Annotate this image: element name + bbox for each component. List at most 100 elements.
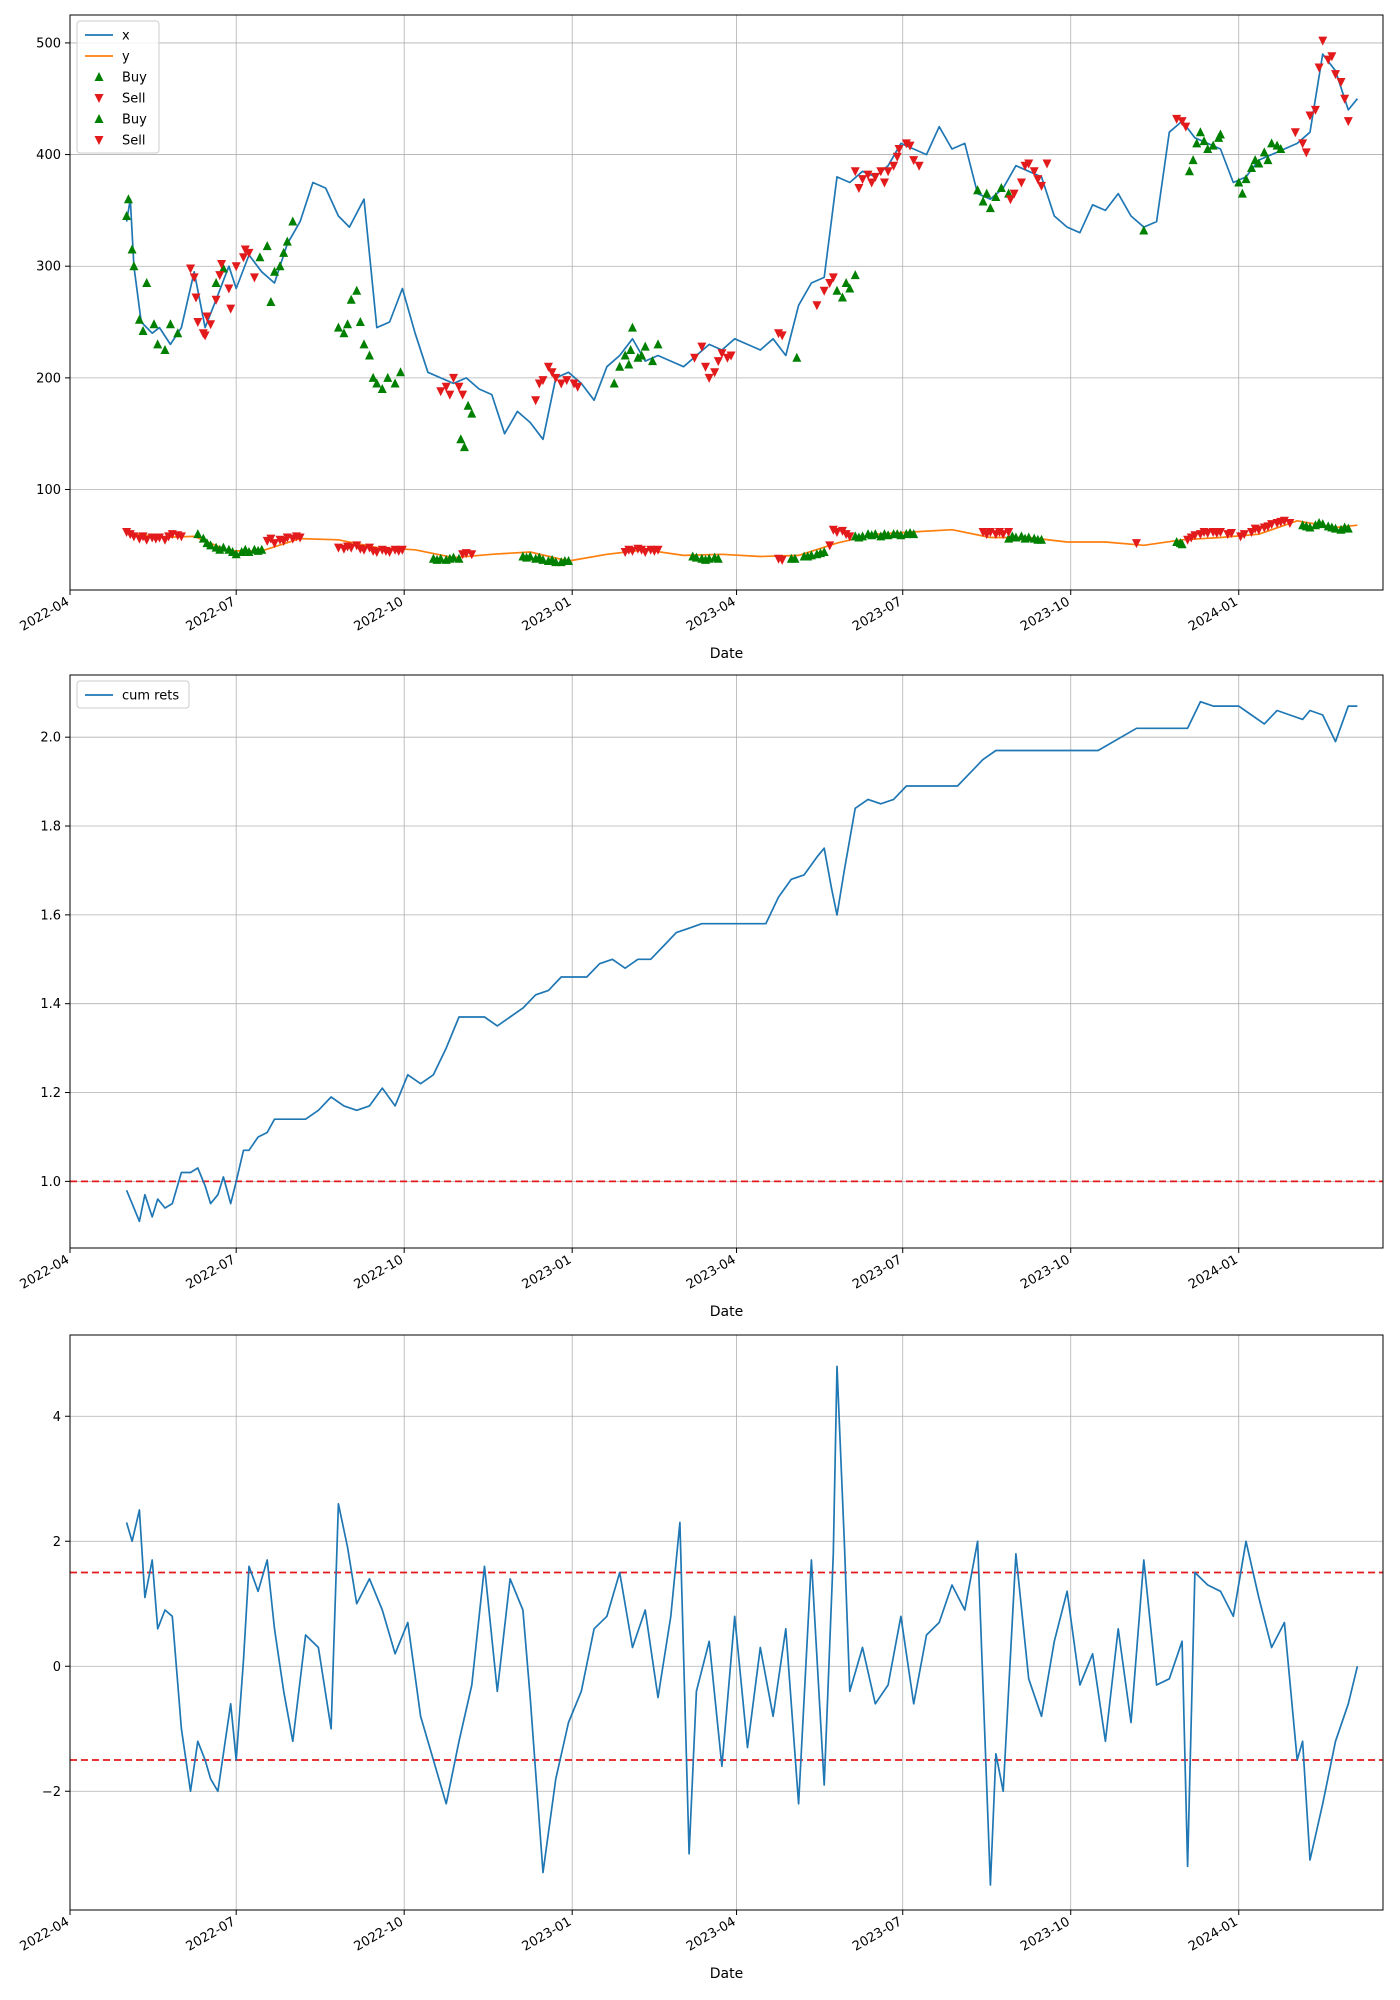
sell-marker xyxy=(1340,94,1350,104)
buy-marker xyxy=(637,350,647,360)
x-tick-label: 2022-04 xyxy=(17,1252,72,1292)
sell-marker xyxy=(653,545,663,555)
buy-marker xyxy=(218,542,228,552)
sell-marker xyxy=(186,264,196,274)
sell-marker xyxy=(531,396,541,406)
sell-marker xyxy=(1343,117,1353,127)
sell-marker xyxy=(1190,531,1200,541)
buy-marker xyxy=(1343,523,1353,533)
buy-marker xyxy=(211,277,221,287)
sell-marker xyxy=(1024,159,1034,169)
legend-label: Sell xyxy=(122,92,145,107)
buy-marker xyxy=(359,339,369,349)
sell-marker xyxy=(726,351,736,361)
y-tick-label: 1.4 xyxy=(40,997,61,1012)
buy-marker xyxy=(991,191,1001,201)
legend-label: Buy xyxy=(122,71,147,86)
buy-marker xyxy=(436,553,446,563)
sell-marker xyxy=(244,248,254,258)
y-tick-label: 400 xyxy=(36,148,61,163)
buy-marker xyxy=(832,285,842,295)
sell-marker xyxy=(551,373,561,383)
sell-marker xyxy=(191,293,201,303)
sell-marker xyxy=(454,382,464,392)
x-tick-label: 2022-10 xyxy=(352,594,407,634)
sell-marker xyxy=(211,295,221,305)
sell-marker xyxy=(717,349,727,359)
buy-marker xyxy=(467,408,477,418)
buy-marker xyxy=(790,553,800,563)
buy-marker xyxy=(841,277,851,287)
legend-box xyxy=(76,20,160,154)
buy-marker xyxy=(1188,155,1198,165)
y-tick-label: 4 xyxy=(53,1410,61,1425)
sell-marker xyxy=(892,152,902,162)
sell-marker xyxy=(295,533,305,543)
buy-marker xyxy=(149,319,159,329)
sell-marker xyxy=(713,357,723,367)
buy-marker xyxy=(266,296,276,306)
buy-marker xyxy=(564,555,574,565)
sell-marker xyxy=(1285,519,1295,529)
sell-marker xyxy=(249,273,259,283)
sell-marker xyxy=(1314,63,1324,73)
x-tick-label: 2022-04 xyxy=(17,1914,72,1954)
x-tick-label: 2023-07 xyxy=(850,594,905,634)
plot-area xyxy=(122,36,1359,567)
sell-marker xyxy=(1336,77,1346,87)
sell-marker xyxy=(359,545,369,555)
y-tick-label: 0 xyxy=(53,1660,61,1675)
buy-marker xyxy=(127,244,137,254)
chart-panel-2: 1.0 1.2 1.4 1.6 1.8 2.0 2022-04 2022-07 2022-10 2… xyxy=(17,674,1384,1320)
sell-marker xyxy=(1037,181,1047,191)
legend-label: cum rets xyxy=(122,689,179,704)
series-line-cum rets xyxy=(125,700,1358,1223)
x-tick-label: 2023-07 xyxy=(850,1914,905,1954)
y-tick-label: 1.6 xyxy=(40,908,61,923)
sell-marker xyxy=(1033,175,1043,185)
legend-swatch-buy xyxy=(94,72,104,81)
buy-marker xyxy=(1192,138,1202,148)
sell-marker xyxy=(1215,527,1225,537)
buy-marker xyxy=(377,384,387,394)
sell-marker xyxy=(889,161,899,171)
sell-marker xyxy=(1131,539,1141,549)
y-tick-label: 300 xyxy=(36,260,61,275)
sell-marker xyxy=(690,353,700,363)
legend: xy Buy Sell Buy Sell xyxy=(76,20,160,154)
x-tick-label: 2024-01 xyxy=(1186,1252,1241,1292)
sell-marker xyxy=(458,390,468,400)
buy-marker xyxy=(339,328,349,338)
sell-marker xyxy=(372,548,382,558)
y-tick-label: 1.2 xyxy=(40,1086,61,1101)
x-tick-label: 2023-04 xyxy=(684,1914,739,1954)
y-tick-label: 2.0 xyxy=(40,731,61,746)
buy-marker xyxy=(368,372,378,382)
sell-marker xyxy=(1009,189,1019,199)
legend-label: Sell xyxy=(122,134,145,149)
sell-marker xyxy=(867,178,877,188)
sell-marker xyxy=(202,312,212,322)
buy-marker xyxy=(262,241,272,251)
buy-marker xyxy=(624,359,634,369)
x-axis-label: Date xyxy=(710,1304,743,1320)
buy-marker xyxy=(396,367,406,377)
sell-marker xyxy=(1226,529,1236,539)
buy-marker xyxy=(1037,534,1047,544)
buy-marker xyxy=(996,183,1006,193)
buy-marker xyxy=(982,188,992,198)
sell-marker xyxy=(270,539,280,549)
sell-marker xyxy=(206,320,216,330)
buy-marker xyxy=(1234,177,1244,187)
x-tick-label: 2024-01 xyxy=(1186,594,1241,634)
sell-marker xyxy=(909,156,919,166)
series-line-zscore xyxy=(125,1365,1359,1886)
sell-marker xyxy=(1298,139,1308,149)
buy-marker xyxy=(845,283,855,293)
x-tick-label: 2022-07 xyxy=(184,1914,239,1954)
axes-frame xyxy=(69,14,1384,591)
x-axis-label: Date xyxy=(710,1966,743,1982)
buy-marker xyxy=(165,319,175,329)
sell-marker xyxy=(1005,195,1015,205)
sell-marker xyxy=(894,144,904,154)
